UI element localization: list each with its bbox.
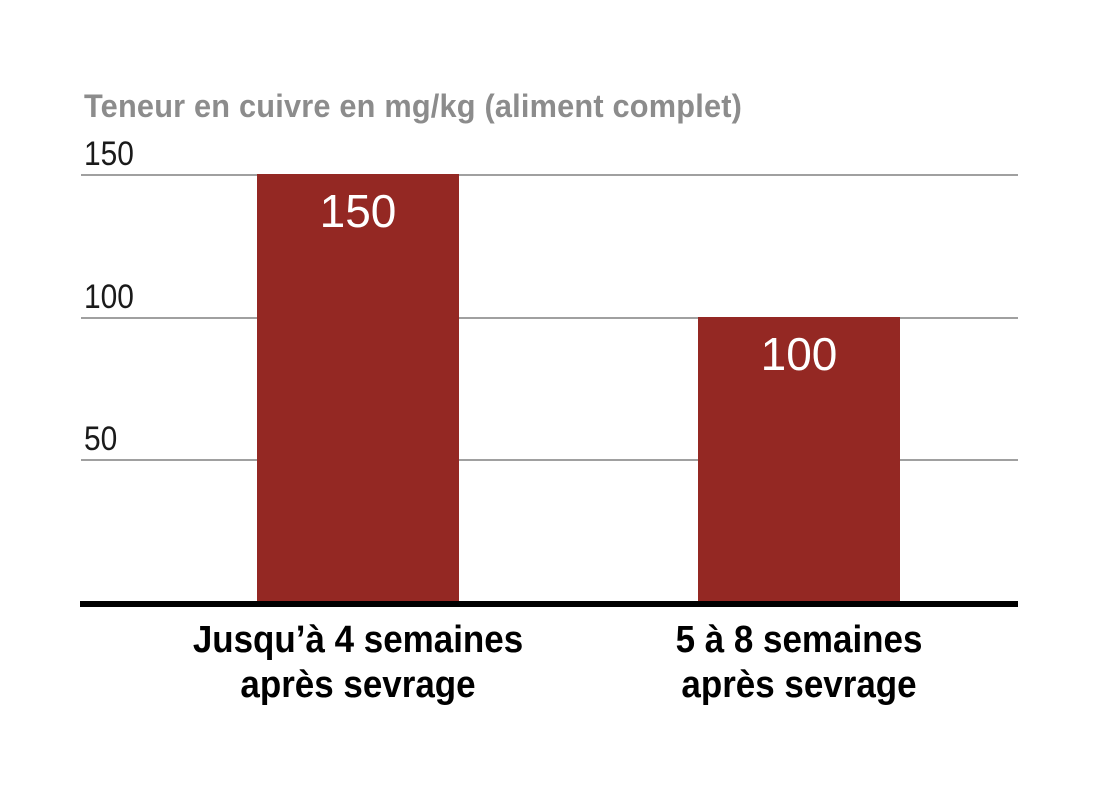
x-category-label-2-line-1: 5 à 8 semaines (675, 619, 923, 661)
x-category-label-1-line-2: après sevrage (240, 664, 476, 706)
bar-value-label-100: 100 (760, 327, 838, 380)
gridline-100 (81, 316, 1018, 319)
x-category-label-2-line-2: après sevrage (681, 664, 917, 706)
x-category-label-2: 5 à 8 semaines après sevrage (597, 618, 1002, 708)
x-axis-line (80, 601, 1018, 607)
y-axis-tick-100: 100 (84, 277, 134, 316)
x-category-label-1: Jusqu’à 4 semaines après sevrage (156, 618, 561, 708)
chart-title: Teneur en cuivre en mg/kg (aliment compl… (84, 88, 743, 124)
y-axis-tick-150: 150 (84, 135, 134, 173)
bar-jusqua-4-semaines: 150 (257, 174, 459, 602)
gridline-50 (81, 459, 1018, 462)
bar-value-label-150: 150 (319, 185, 397, 237)
bar-5-a-8-semaines: 100 (698, 316, 900, 602)
x-category-label-1-line-1: Jusqu’à 4 semaines (192, 619, 524, 661)
gridline-150 (81, 174, 1018, 176)
y-axis-tick-50: 50 (84, 420, 118, 459)
